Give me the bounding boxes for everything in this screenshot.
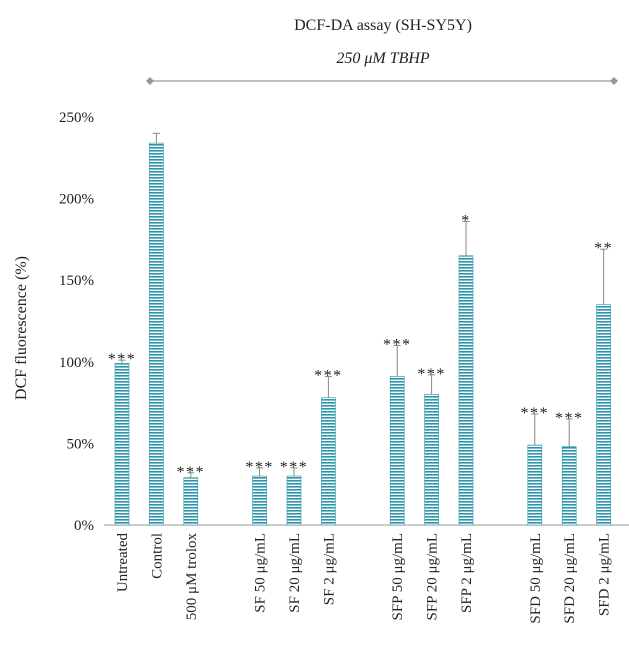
- bar: [252, 475, 267, 526]
- significance-mark: ***: [177, 464, 206, 481]
- x-tick-label: SF 2 μg/mL: [321, 533, 337, 605]
- bar: [389, 376, 405, 526]
- significance-mark: ***: [521, 405, 550, 422]
- x-tick-label: SFP 50 μg/mL: [390, 533, 406, 621]
- x-tick-label: Untreated: [115, 533, 131, 593]
- x-tick-label: SF 50 μg/mL: [253, 533, 269, 613]
- chart-title: DCF-DA assay (SH-SY5Y): [294, 17, 472, 34]
- x-tick-label: SFP 20 μg/mL: [425, 533, 441, 621]
- significance-mark: ***: [417, 366, 446, 383]
- y-axis-ticks: 0% 50% 100% 150% 200% 250%: [59, 110, 94, 534]
- x-tick-label: Control: [149, 533, 165, 579]
- x-tick-label: SFD 50 μg/mL: [528, 533, 544, 624]
- significance-mark: ***: [245, 459, 274, 476]
- bar: [527, 444, 543, 526]
- bar: [149, 142, 164, 526]
- bar: [183, 477, 199, 526]
- x-tick-label: SFD 2 μg/mL: [597, 533, 613, 616]
- significance-mark: **: [594, 240, 613, 257]
- significance-mark: ***: [108, 351, 137, 368]
- bars: ****** *** **************** *****: [108, 132, 613, 526]
- significance-mark: ***: [555, 410, 584, 427]
- y-axis-label: DCF fluorescence (%): [13, 256, 30, 400]
- significance-mark: ***: [314, 367, 343, 384]
- bar: [561, 446, 577, 526]
- y-tick-label: 150%: [59, 273, 94, 289]
- y-tick-label: 50%: [67, 436, 95, 452]
- bar: [321, 397, 336, 526]
- significance-mark: ***: [383, 336, 412, 353]
- x-tick-label: SFP 2 μg/mL: [459, 533, 475, 613]
- treatment-bracket: [146, 77, 618, 85]
- bar: [286, 475, 302, 526]
- bar: [458, 255, 474, 526]
- bar: [596, 304, 611, 526]
- x-tick-label: SFD 20 μg/mL: [562, 533, 578, 624]
- x-tick-label: SF 20 μg/mL: [287, 533, 303, 613]
- x-tick-label: 500 μM trolox: [184, 533, 200, 621]
- x-axis-tick-labels: Untreated Control 500 μM trolox SF 50 μg/mL…: [115, 533, 613, 624]
- chart-subtitle: 250 μM TBHP: [336, 50, 430, 67]
- y-tick-label: 250%: [59, 110, 94, 126]
- y-tick-label: 100%: [59, 355, 94, 371]
- bar: [114, 363, 130, 526]
- y-tick-label: 200%: [59, 192, 94, 208]
- bar: [424, 394, 439, 526]
- y-tick-label: 0%: [74, 518, 94, 534]
- significance-mark: ***: [280, 459, 309, 476]
- significance-mark: *: [461, 212, 471, 229]
